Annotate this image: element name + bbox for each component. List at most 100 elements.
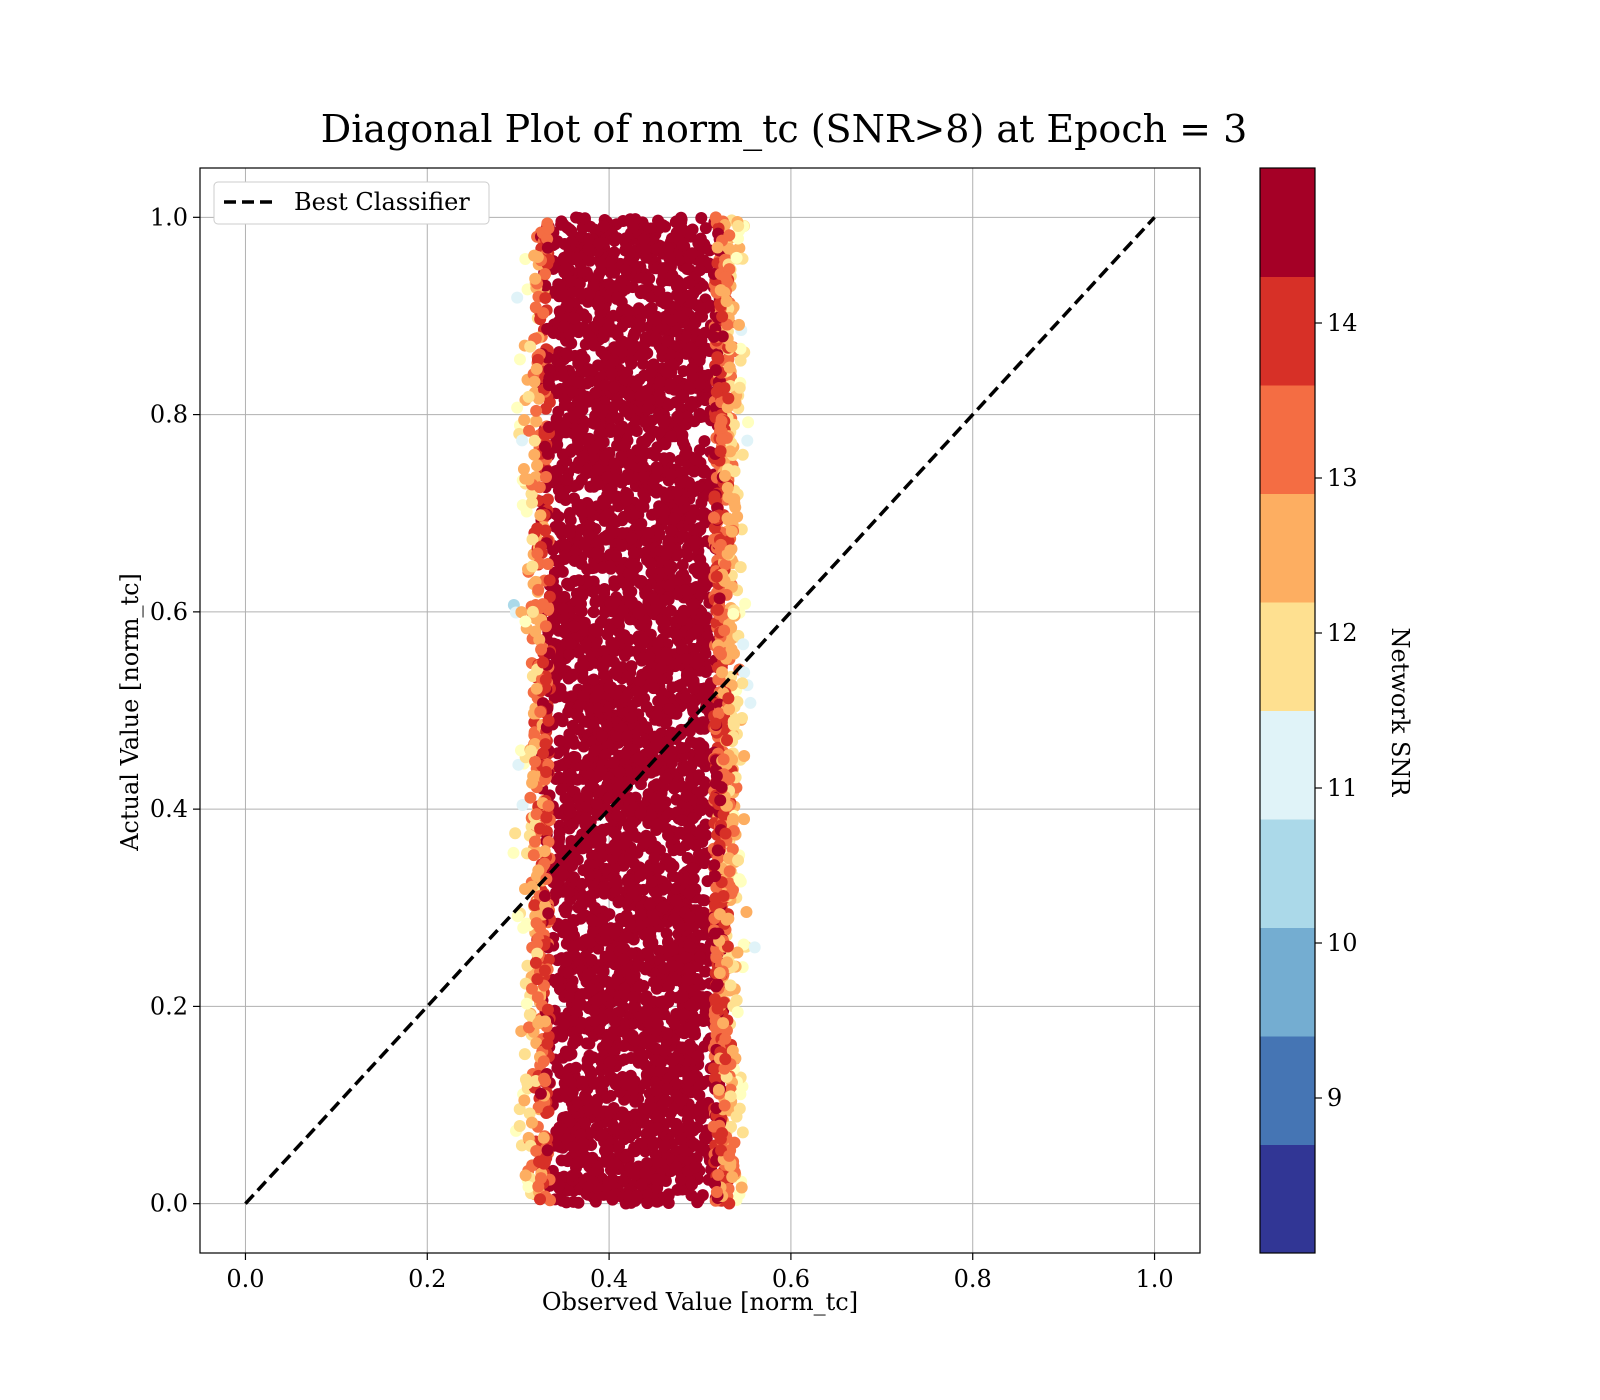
scatter-point — [630, 380, 643, 393]
scatter-point — [616, 527, 629, 540]
scatter-point — [608, 246, 621, 259]
scatter-point — [723, 361, 736, 374]
scatter-point — [637, 1116, 650, 1129]
scatter-point — [553, 1179, 566, 1192]
scatter-point — [723, 865, 736, 878]
scatter-point — [542, 907, 555, 920]
scatter-point — [568, 554, 581, 567]
scatter-point — [558, 238, 571, 251]
scatter-point — [527, 849, 540, 862]
scatter-point — [530, 938, 543, 951]
scatter-point — [565, 225, 578, 238]
scatter-point — [619, 263, 632, 276]
scatter-point — [524, 340, 537, 353]
scatter-point — [715, 433, 728, 446]
scatter-point — [709, 717, 722, 730]
scatter-point — [710, 386, 723, 399]
scatter-point — [672, 410, 685, 423]
scatter-point — [559, 539, 572, 552]
scatter-point — [719, 558, 732, 571]
scatter-point — [516, 499, 529, 512]
scatter-point — [619, 405, 632, 418]
scatter-point — [721, 481, 734, 494]
scatter-point — [566, 386, 579, 399]
scatter-point — [581, 563, 594, 576]
scatter-point — [577, 672, 590, 685]
scatter-point — [540, 811, 553, 824]
scatter-point — [512, 758, 525, 771]
scatter-point — [592, 478, 605, 491]
scatter-point — [640, 1156, 653, 1169]
scatter-point — [710, 570, 723, 583]
scatter-point — [530, 1145, 543, 1158]
scatter-point — [674, 679, 687, 692]
scatter-point — [637, 883, 650, 896]
scatter-point — [537, 1131, 550, 1144]
scatter-point — [717, 1017, 730, 1030]
scatter-point — [562, 1184, 575, 1197]
scatter-point — [543, 574, 556, 587]
scatter-point — [651, 523, 664, 536]
scatter-point — [579, 365, 592, 378]
plot-area — [199, 167, 1201, 1254]
scatter-point — [624, 918, 637, 931]
scatter-point — [531, 353, 544, 366]
scatter-point — [509, 827, 522, 840]
scatter-point — [607, 639, 620, 652]
scatter-point — [552, 510, 565, 523]
scatter-point — [578, 538, 591, 551]
scatter-point — [560, 955, 573, 968]
scatter-point — [528, 899, 541, 912]
scatter-point — [654, 996, 667, 1009]
scatter-point — [553, 826, 566, 839]
scatter-point — [534, 1087, 547, 1100]
scatter-point — [639, 416, 652, 429]
scatter-point — [513, 353, 526, 366]
scatter-point — [688, 415, 701, 428]
scatter-point — [711, 241, 724, 254]
scatter-point — [603, 530, 616, 543]
scatter-point — [532, 392, 545, 405]
scatter-point — [563, 509, 576, 522]
scatter-point — [748, 941, 761, 954]
scatter-point — [699, 394, 712, 407]
scatter-point — [578, 212, 591, 225]
scatter-point — [556, 715, 569, 728]
scatter-point — [639, 962, 652, 975]
scatter-point — [683, 940, 696, 953]
scatter-point — [533, 633, 546, 646]
scatter-point — [528, 835, 541, 848]
scatter-point — [552, 464, 565, 477]
scatter-point — [658, 452, 671, 465]
scatter-point — [523, 1107, 536, 1120]
scatter-point — [737, 638, 750, 651]
scatter-point — [616, 539, 629, 552]
scatter-point — [692, 912, 705, 925]
scatter-point — [574, 349, 587, 362]
scatter-point — [516, 434, 529, 447]
scatter-point — [737, 938, 750, 951]
scatter-point — [530, 363, 543, 376]
scatter-point — [682, 476, 695, 489]
scatter-point — [713, 592, 726, 605]
scatter-point — [562, 1049, 575, 1062]
scatter-point — [529, 272, 542, 285]
scatter-point — [541, 1003, 554, 1016]
scatter-point — [580, 799, 593, 812]
scatter-point — [623, 389, 636, 402]
scatter-point — [725, 1120, 738, 1133]
scatter-point — [560, 1196, 573, 1209]
scatter-point — [558, 590, 571, 603]
scatter-point — [708, 490, 721, 503]
scatter-point — [538, 964, 551, 977]
scatter-point — [664, 378, 677, 391]
scatter-point — [624, 1161, 637, 1174]
scatter-point — [518, 413, 531, 426]
scatter-point — [644, 926, 657, 939]
scatter-point — [718, 469, 731, 482]
scatter-point — [726, 753, 739, 766]
scatter-point — [575, 898, 588, 911]
scatter-point — [524, 744, 537, 757]
scatter-point — [532, 1180, 545, 1193]
scatter-point — [577, 740, 590, 753]
